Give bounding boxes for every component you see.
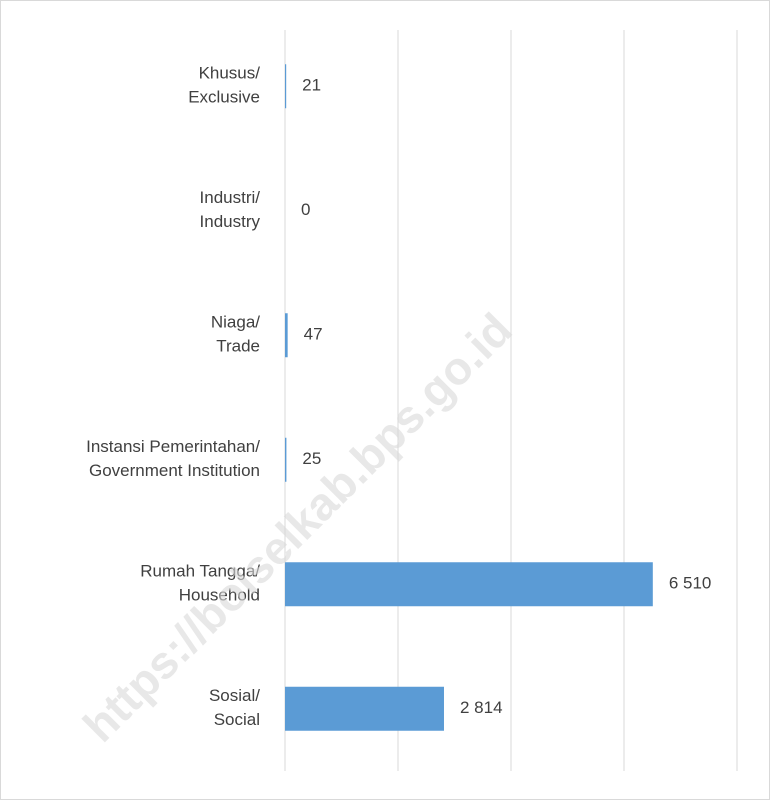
category-label: Sosial/Social — [209, 686, 260, 729]
bar — [285, 64, 287, 109]
value-label: 21 — [302, 76, 321, 95]
category-label-line: Government Institution — [89, 461, 260, 480]
category-label-line: Instansi Pemerintahan/ — [86, 437, 260, 456]
category-label-line: Sosial/ — [209, 686, 260, 705]
bar — [285, 562, 653, 607]
category-label-line: Exclusive — [188, 88, 260, 107]
category-label: Khusus/Exclusive — [188, 64, 260, 107]
category-label: Industri/Industry — [200, 188, 261, 231]
category-label-line: Khusus/ — [199, 64, 261, 83]
category-label-line: Household — [179, 586, 260, 605]
value-label: 2 814 — [460, 698, 503, 717]
value-label: 0 — [301, 200, 310, 219]
category-label-line: Industry — [200, 212, 261, 231]
value-label: 25 — [302, 449, 321, 468]
category-label: Instansi Pemerintahan/Government Institu… — [86, 437, 260, 480]
category-label-line: Industri/ — [200, 188, 261, 207]
value-label: 47 — [304, 325, 323, 344]
bar — [285, 686, 444, 731]
value-label: 6 510 — [669, 574, 712, 593]
category-label: Niaga/Trade — [211, 313, 260, 356]
category-label-line: Niaga/ — [211, 313, 260, 332]
category-label-line: Rumah Tangga/ — [140, 562, 260, 581]
category-label: Rumah Tangga/Household — [140, 562, 260, 605]
bar — [285, 437, 287, 482]
bar — [285, 313, 288, 358]
category-label-line: Trade — [216, 337, 260, 356]
category-label-line: Social — [214, 710, 260, 729]
